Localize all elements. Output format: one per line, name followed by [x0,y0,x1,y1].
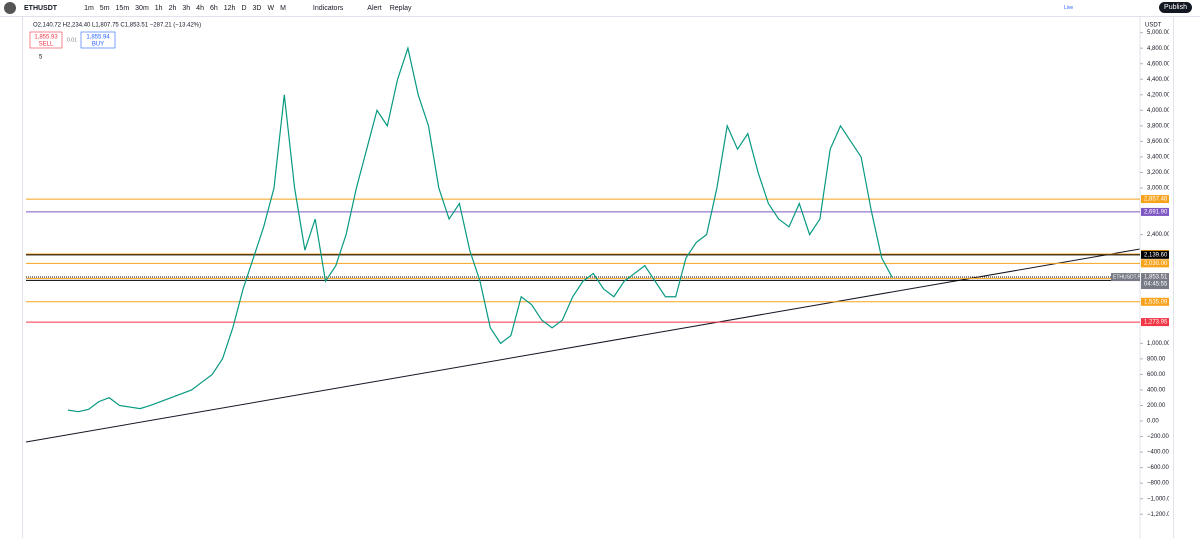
symbol-label: ETHUSDT.P [1113,274,1141,280]
price-label: 3,200.00 [1147,170,1169,176]
level-label: 1,535.09 [1144,299,1168,305]
interval[interactable]: 4h [196,4,204,12]
drawing-toolbar [0,17,23,538]
top-toolbar: ETHUSDT 1m 5m 15m 30m 1h 2h 3h 4h 6h 12h D 3D W M Ind… [0,0,1200,17]
currency: USDT [1145,23,1162,29]
level-label: 2,691.90 [1144,210,1168,216]
price-label: −800.00 [1147,481,1169,487]
buy-label: BUY [92,42,104,48]
interval[interactable]: 5m [99,4,110,12]
price-line [67,45,893,413]
price-label: 3,400.00 [1147,155,1169,161]
price-label: −400.00 [1147,450,1169,456]
interval[interactable]: W [267,4,275,12]
avatar[interactable] [4,2,16,14]
level-tag [1141,195,1169,204]
indicator-count[interactable]: 5 [39,55,43,61]
price-label: −1,000.00 [1147,496,1169,502]
live-label: Live [1064,5,1074,11]
interval[interactable]: 2h [168,4,177,12]
price-label: 3,600.00 [1147,139,1169,145]
price-label: 5,000.00 [1147,30,1169,36]
interval[interactable]: 6h [209,4,218,12]
interval[interactable]: 30m [135,4,149,12]
symbol[interactable]: ETHUSDT [24,4,58,12]
buy-button[interactable] [80,31,116,49]
sell-button[interactable] [29,31,63,49]
sell-price: 1,855.93 [34,35,58,41]
interval[interactable]: 3h [182,4,191,12]
price-label: 3,800.00 [1147,123,1169,129]
price-label: 1,000.00 [1147,341,1169,347]
price-label: 400.00 [1147,388,1166,394]
price-label: 4,400.00 [1147,77,1169,83]
price-label: −1,200.00 [1147,512,1169,518]
price-label: 4,800.00 [1147,46,1169,52]
spread: 0.01 [67,37,77,43]
trendline [25,248,1141,443]
price-label: −600.00 [1147,465,1169,471]
interval[interactable]: 3D [252,4,262,12]
level-tag [1141,207,1169,216]
price-label: 200.00 [1147,403,1166,409]
level-tag [1141,250,1169,259]
publish-button[interactable]: Publish [1159,2,1192,13]
interval[interactable]: 15m [115,4,130,12]
alert-button[interactable]: Alert [367,4,382,12]
price-label: 4,600.00 [1147,61,1169,67]
level-label: 2,139.60 [1144,252,1168,258]
interval[interactable]: 12h [223,4,236,12]
price-label: 600.00 [1147,372,1166,378]
level-tag [1141,259,1169,268]
level-tag [1141,318,1169,327]
price-label: 4,200.00 [1147,92,1169,98]
interval[interactable]: 1h [154,4,163,12]
interval[interactable]: D [241,4,247,12]
level-tag [1141,297,1169,306]
last-price-tag [1141,273,1169,290]
indicators-button[interactable]: Indicators [312,4,344,12]
intervals: 1m 5m 15m 30m 1h 2h 3h 4h 6h 12h D 3D W M [81,5,289,12]
price-label: 0.00 [1147,419,1159,425]
symbol-tag [1111,273,1140,282]
level-label: 2,857.48 [1144,197,1168,203]
price-label: −200.00 [1147,434,1169,440]
price-label: 4,000.00 [1147,108,1169,114]
chart: O2,140.72 H2,234.40 L1,807.75 C1,853.51 … [25,17,1169,538]
level-label: 1,273.95 [1144,320,1168,326]
price-label: 3,000.00 [1147,186,1169,192]
price-label: 800.00 [1147,356,1166,362]
ohlc-legend: O2,140.72 H2,234.40 L1,807.75 C1,853.51 … [33,23,201,29]
buy-price: 1,855.94 [86,35,110,41]
sell-label: SELL [39,42,54,48]
level-label: 2,030.00 [1144,261,1168,267]
interval[interactable]: 1m [84,4,94,12]
interval[interactable]: M [280,4,286,12]
last-price-label: 1,853.51 [1144,275,1168,281]
right-sidebar [1173,17,1200,538]
replay-button[interactable]: Replay [389,4,412,12]
countdown: 04:45:55 [1144,282,1168,288]
price-label: 2,400.00 [1147,232,1169,238]
